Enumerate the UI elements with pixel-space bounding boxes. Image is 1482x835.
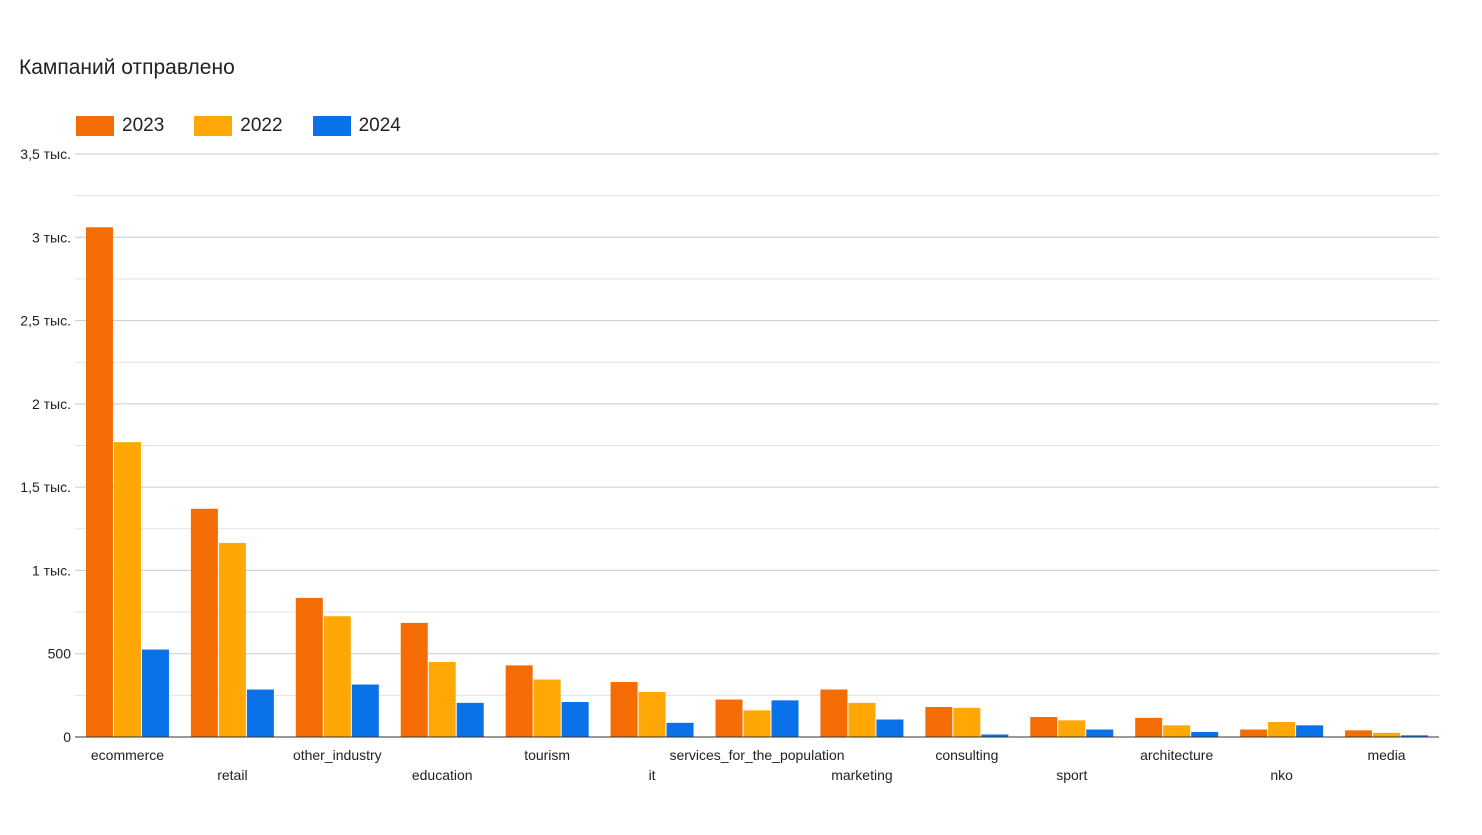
bar-marketing-2022[interactable]: [848, 702, 876, 737]
y-tick-label: 1 тыс.: [32, 562, 71, 578]
x-tick-label-ecommerce: ecommerce: [91, 747, 164, 763]
legend-label-2022: 2022: [240, 115, 283, 136]
y-tick-label: 3 тыс.: [32, 229, 71, 245]
bar-retail-2024[interactable]: [246, 689, 274, 737]
bar-services_for_the_population-2022[interactable]: [743, 710, 771, 737]
bar-tourism-2023[interactable]: [505, 665, 533, 737]
y-tick-label: 1,5 тыс.: [20, 479, 71, 495]
bar-other_industry-2023[interactable]: [295, 597, 323, 737]
bar-retail-2022[interactable]: [218, 542, 246, 737]
y-tick-label: 3,5 тыс.: [20, 146, 71, 162]
legend-label-2023: 2023: [122, 115, 165, 136]
bar-it-2024[interactable]: [666, 722, 694, 737]
bar-nko-2024[interactable]: [1296, 725, 1324, 737]
x-tick-label-architecture: architecture: [1140, 747, 1213, 763]
x-tick-label-retail: retail: [217, 767, 247, 783]
x-tick-label-media: media: [1367, 747, 1405, 763]
x-tick-label-services_for_the_population: services_for_the_population: [669, 747, 844, 763]
bar-it-2022[interactable]: [638, 692, 666, 737]
x-tick-label-education: education: [412, 767, 473, 783]
bar-architecture-2022[interactable]: [1163, 725, 1191, 737]
y-tick-label: 2,5 тыс.: [20, 313, 71, 329]
legend-label-2024: 2024: [358, 115, 401, 136]
legend-item-2022[interactable]: 2022: [194, 115, 283, 137]
bar-media-2024[interactable]: [1401, 735, 1429, 737]
bars: [85, 227, 1429, 737]
x-tick-label-nko: nko: [1270, 767, 1293, 783]
bar-services_for_the_population-2024[interactable]: [771, 700, 799, 737]
bar-consulting-2022[interactable]: [953, 707, 981, 737]
bar-media-2022[interactable]: [1373, 732, 1401, 737]
bar-education-2022[interactable]: [428, 662, 456, 737]
x-tick-label-tourism: tourism: [524, 747, 570, 763]
y-axis: 0 500 1 тыс. 1,5 тыс. 2 тыс. 2,5 тыс. 3 тыс. 3,…: [20, 146, 71, 745]
legend: 2023 2022 2024: [76, 115, 431, 137]
bar-sport-2022[interactable]: [1058, 720, 1086, 737]
bar-ecommerce-2022[interactable]: [113, 442, 141, 737]
bar-education-2024[interactable]: [456, 702, 484, 737]
bar-ecommerce-2024[interactable]: [141, 649, 169, 737]
bar-sport-2024[interactable]: [1086, 729, 1114, 737]
legend-swatch-2022: [194, 116, 233, 136]
gridlines: [75, 153, 1439, 696]
bar-nko-2022[interactable]: [1268, 722, 1296, 737]
legend-swatch-2023: [76, 116, 114, 136]
bar-retail-2023[interactable]: [190, 508, 218, 737]
x-tick-label-sport: sport: [1056, 767, 1087, 783]
bar-other_industry-2022[interactable]: [323, 616, 351, 737]
bar-tourism-2022[interactable]: [533, 679, 561, 737]
bar-sport-2023[interactable]: [1030, 717, 1058, 737]
bar-it-2023[interactable]: [610, 682, 638, 737]
x-tick-label-marketing: marketing: [831, 767, 892, 783]
bar-services_for_the_population-2023[interactable]: [715, 699, 743, 737]
bar-marketing-2023[interactable]: [820, 689, 848, 737]
bar-other_industry-2024[interactable]: [351, 684, 379, 737]
bar-nko-2023[interactable]: [1240, 729, 1268, 737]
x-axis: ecommerce retail other_industry education to…: [75, 736, 1439, 783]
bar-tourism-2024[interactable]: [561, 702, 589, 737]
bar-architecture-2023[interactable]: [1135, 717, 1163, 737]
bar-marketing-2024[interactable]: [876, 719, 904, 737]
x-tick-label-other_industry: other_industry: [293, 747, 382, 763]
bar-consulting-2023[interactable]: [925, 707, 953, 737]
legend-item-2024[interactable]: 2024: [312, 115, 401, 137]
y-tick-label: 0: [63, 729, 71, 745]
bar-media-2023[interactable]: [1345, 730, 1373, 737]
legend-swatch-2024: [312, 116, 351, 136]
bar-education-2023[interactable]: [400, 622, 428, 737]
bar-consulting-2024[interactable]: [981, 734, 1009, 737]
legend-item-2023[interactable]: 2023: [76, 115, 164, 137]
bar-architecture-2024[interactable]: [1191, 732, 1219, 737]
y-tick-label: 2 тыс.: [32, 396, 71, 412]
chart-title: Кампаний отправлено: [19, 56, 235, 79]
x-tick-label-it: it: [649, 767, 656, 783]
y-tick-label: 500: [48, 646, 72, 662]
bar-ecommerce-2023[interactable]: [85, 227, 113, 737]
x-tick-label-consulting: consulting: [935, 747, 998, 763]
